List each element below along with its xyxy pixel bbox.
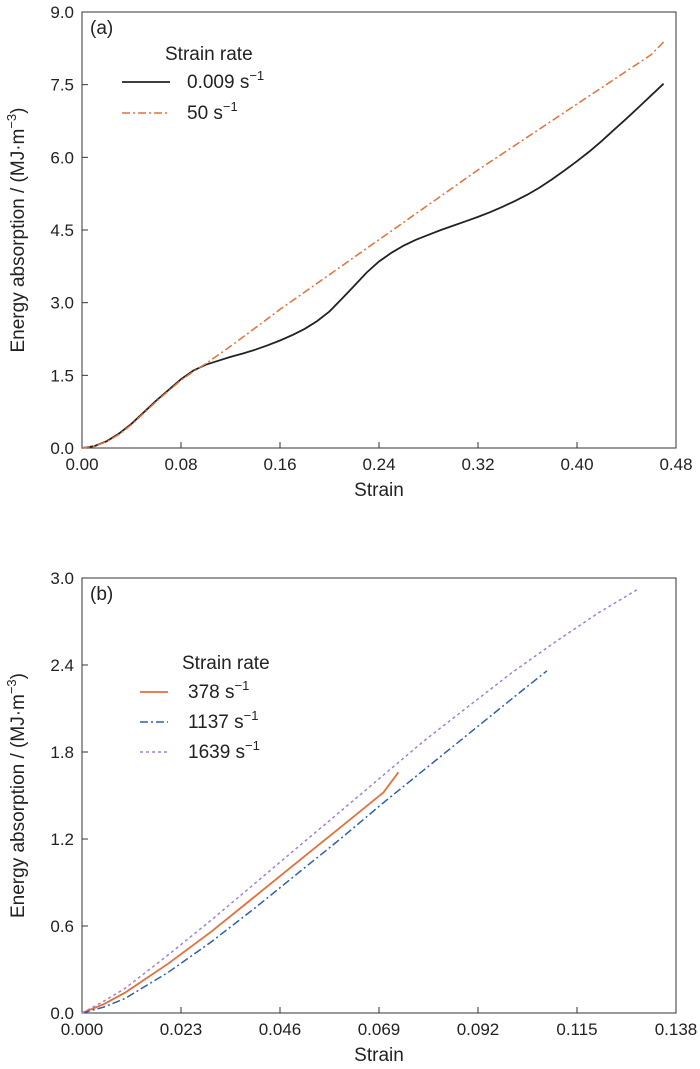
x-tick-label: 0.000: [61, 1020, 104, 1039]
x-tick-label: 0.069: [358, 1020, 401, 1039]
legend-title: Strain rate: [165, 44, 253, 65]
y-tick-label: 0.0: [50, 1004, 74, 1023]
legend-entry: 1137 s−1: [188, 708, 258, 733]
y-tick-label: 1.8: [50, 743, 74, 762]
x-tick-label: 0.40: [560, 455, 593, 474]
y-tick-label: 1.5: [50, 366, 74, 385]
y-axis-title-close: ): [8, 673, 29, 679]
legend-entry: 1639 s−1: [188, 738, 260, 763]
legend-entry-name: 378 s: [188, 682, 234, 703]
x-tick-label: 0.08: [164, 455, 197, 474]
x-tick-label: 0.115: [556, 1020, 597, 1039]
legend-entry: 50 s−1: [187, 99, 238, 124]
y-axis-title-sup: −3: [4, 114, 19, 129]
x-tick-label: 0.48: [659, 455, 692, 474]
x-tick-label: 0.023: [160, 1020, 203, 1039]
legend-entry-sup: −1: [245, 738, 260, 753]
x-axis-title: Strain: [354, 1045, 404, 1066]
x-tick-label: 0.32: [461, 455, 494, 474]
series-line: [81, 588, 638, 1014]
y-axis-title-sup: −3: [4, 679, 19, 694]
legend-entry-sup: −1: [223, 99, 238, 114]
x-tick-label: 0.00: [65, 455, 98, 474]
legend-entry-sup: −1: [234, 678, 249, 693]
legend-entry-name: 1137 s: [188, 712, 244, 733]
y-axis-title-main: Energy absorption / (MJ·m: [8, 129, 29, 353]
x-axis-title: Strain: [354, 480, 404, 501]
series-line: [81, 771, 400, 1014]
y-axis-title: Energy absorption / (MJ·m−3): [4, 673, 29, 918]
x-tick-label: 0.092: [457, 1020, 500, 1039]
x-tick-label: 0.16: [263, 455, 296, 474]
legend-entry-sup: −1: [244, 708, 259, 723]
y-tick-label: 1.2: [50, 830, 74, 849]
legend-entry-name: 50 s: [187, 103, 223, 124]
y-axis-title: Energy absorption / (MJ·m−3): [4, 107, 29, 352]
legend-entry-name: 0.009 s: [187, 72, 249, 93]
y-tick-label: 3.0: [50, 569, 74, 588]
legend-entry-sup: −1: [249, 68, 264, 83]
y-tick-label: 0.6: [50, 917, 74, 936]
legend-entry: 0.009 s−1: [187, 68, 264, 93]
y-tick-label: 3.0: [50, 294, 74, 313]
x-tick-label: 0.138: [655, 1020, 698, 1039]
x-tick-label: 0.24: [362, 455, 395, 474]
y-tick-label: 6.0: [50, 148, 74, 167]
legend-entry: 378 s−1: [188, 678, 249, 703]
y-tick-label: 4.5: [50, 221, 74, 240]
y-axis-title-main: Energy absorption / (MJ·m: [8, 694, 29, 918]
y-tick-label: 9.0: [50, 3, 74, 22]
y-tick-label: 0.0: [50, 439, 74, 458]
y-tick-label: 2.4: [50, 656, 74, 675]
series-line: [81, 670, 548, 1014]
panel-label: (a): [90, 18, 113, 39]
x-tick-label: 0.046: [259, 1020, 302, 1039]
chart-panel-b: 0.000 0.023 0.046 0.069 0.092 0.115 0.138 0.0 0.…: [4, 569, 697, 1066]
legend-entry-name: 1639 s: [188, 742, 245, 763]
series-line: [81, 83, 665, 449]
series-line: [81, 41, 665, 449]
y-axis-title-close: ): [8, 107, 29, 113]
plot-frame: [81, 11, 677, 449]
chart-panel-a: 0.00 0.08 0.16 0.24 0.32 0.40 0.48 0.0 1.5 3.0 4.5…: [4, 3, 693, 501]
legend-title: Strain rate: [182, 653, 270, 674]
panel-label: (b): [90, 584, 113, 605]
y-tick-label: 7.5: [50, 76, 74, 95]
